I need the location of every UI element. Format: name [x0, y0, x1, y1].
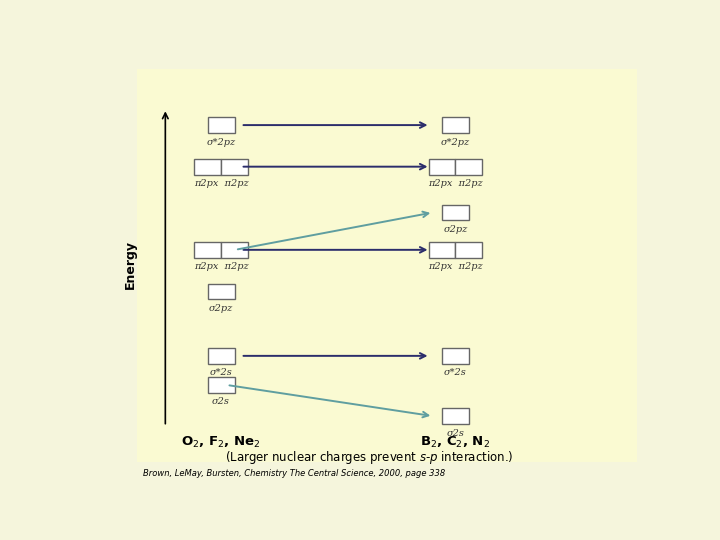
Text: σ*2s: σ*2s: [210, 368, 233, 377]
Text: π2px  π2pz: π2px π2pz: [194, 262, 248, 271]
Bar: [221, 159, 248, 174]
Bar: [194, 159, 221, 174]
Text: (Larger nuclear charges prevent $s$-$p$ interaction.): (Larger nuclear charges prevent $s$-$p$ …: [225, 449, 513, 466]
Text: π2px  π2pz: π2px π2pz: [194, 179, 248, 188]
Text: Brown, LeMay, Bursten, Chemistry The Central Science, 2000, page 338: Brown, LeMay, Bursten, Chemistry The Cen…: [143, 469, 445, 477]
Text: σ2pz: σ2pz: [209, 304, 233, 313]
Bar: [442, 408, 469, 424]
Text: π2px  π2pz: π2px π2pz: [428, 262, 483, 271]
Bar: [208, 117, 235, 133]
Bar: [194, 242, 221, 258]
FancyBboxPatch shape: [138, 69, 637, 462]
Bar: [221, 242, 248, 258]
Text: Energy: Energy: [124, 240, 137, 289]
Bar: [208, 377, 235, 393]
Bar: [428, 159, 456, 174]
Bar: [442, 205, 469, 220]
Bar: [428, 242, 456, 258]
Bar: [442, 117, 469, 133]
Text: π2px  π2pz: π2px π2pz: [428, 179, 483, 188]
Text: σ2s: σ2s: [446, 429, 464, 437]
Text: σ*2s: σ*2s: [444, 368, 467, 377]
Text: σ*2pz: σ*2pz: [207, 138, 235, 146]
Bar: [208, 284, 235, 299]
Text: B$_2$, C$_2$, N$_2$: B$_2$, C$_2$, N$_2$: [420, 435, 490, 450]
Bar: [442, 348, 469, 364]
Text: σ2pz: σ2pz: [444, 225, 467, 234]
Bar: [208, 348, 235, 364]
Text: O$_2$, F$_2$, Ne$_2$: O$_2$, F$_2$, Ne$_2$: [181, 435, 261, 450]
Text: σ2s: σ2s: [212, 397, 230, 407]
Bar: [456, 159, 482, 174]
Bar: [456, 242, 482, 258]
Text: σ*2pz: σ*2pz: [441, 138, 470, 146]
